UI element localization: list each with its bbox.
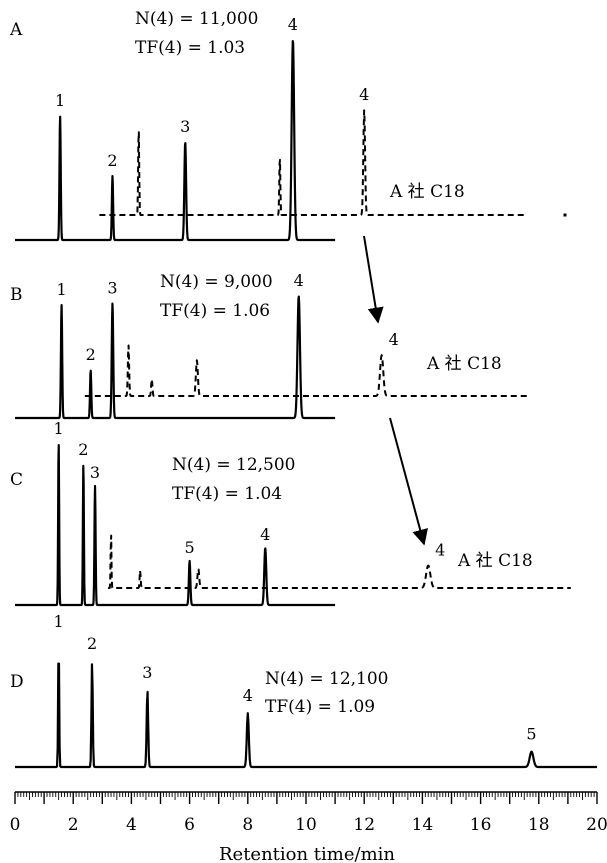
peak-label-a-3: 3 bbox=[180, 117, 190, 136]
tf-annotation-c: TF(4) = 1.04 bbox=[172, 484, 282, 504]
dashed-trace-a bbox=[98, 109, 528, 216]
peak-label-d-2: 2 bbox=[87, 634, 97, 653]
peak-label-b-2: 2 bbox=[86, 345, 96, 364]
peak-label-c-2: 2 bbox=[78, 440, 88, 459]
x-tick-label-4: 4 bbox=[126, 815, 137, 835]
column-label-a: A 社 C18 bbox=[389, 182, 465, 202]
x-tick-label-12: 12 bbox=[353, 815, 375, 835]
x-tick-label-0: 0 bbox=[10, 815, 21, 835]
panel-label-c: C bbox=[10, 470, 23, 490]
peak-label-c-3: 3 bbox=[90, 463, 100, 482]
peak-label-c-1: 1 bbox=[54, 419, 64, 438]
peak-label-b-1: 1 bbox=[56, 280, 66, 299]
dashed-peak-label-a-3: 4 bbox=[359, 85, 369, 104]
solid-trace-d bbox=[14, 662, 598, 769]
x-tick-label-8: 8 bbox=[242, 815, 253, 835]
panel-label-b: B bbox=[10, 285, 23, 305]
x-axis-title: Retention time/min bbox=[219, 844, 395, 863]
x-tick-label-10: 10 bbox=[295, 815, 317, 835]
dashed-peak-label-c-4: 4 bbox=[435, 541, 445, 560]
dashed-trace-end-dot bbox=[563, 213, 567, 217]
peak-label-b-3: 3 bbox=[107, 278, 117, 297]
peak-label-c-5: 4 bbox=[260, 525, 270, 544]
column-label-c: A 社 C18 bbox=[457, 551, 533, 571]
peak-label-d-5: 5 bbox=[526, 725, 536, 744]
solid-trace-c bbox=[14, 444, 336, 607]
n-annotation-c: N(4) = 12,500 bbox=[172, 455, 296, 475]
panel-label-a: A bbox=[9, 20, 23, 40]
solid-trace-b bbox=[14, 295, 336, 420]
peak-label-a-1: 1 bbox=[55, 91, 65, 110]
tf-annotation-a: TF(4) = 1.03 bbox=[135, 38, 245, 58]
n-annotation-a: N(4) = 11,000 bbox=[135, 9, 259, 29]
column-label-b: A 社 C18 bbox=[426, 354, 502, 374]
x-tick-label-6: 6 bbox=[184, 815, 195, 835]
peak-label-d-4: 4 bbox=[243, 686, 253, 705]
shift-arrow-b-to-c bbox=[389, 417, 428, 546]
shift-arrow-a-to-b bbox=[363, 235, 384, 324]
n-annotation-d: N(4) = 12,100 bbox=[265, 669, 389, 689]
dashed-trace-c bbox=[107, 534, 572, 589]
dashed-peak-label-b-4: 4 bbox=[389, 330, 399, 349]
x-tick-label-16: 16 bbox=[470, 815, 492, 835]
peak-label-d-3: 3 bbox=[142, 663, 152, 682]
tf-annotation-b: TF(4) = 1.06 bbox=[160, 301, 270, 321]
dashed-trace-b bbox=[84, 344, 528, 397]
peak-label-d-1: 1 bbox=[54, 612, 64, 631]
x-tick-label-2: 2 bbox=[68, 815, 79, 835]
peak-label-c-4: 5 bbox=[185, 538, 195, 557]
x-tick-label-18: 18 bbox=[528, 815, 550, 835]
tf-annotation-d: TF(4) = 1.09 bbox=[265, 697, 375, 717]
x-tick-label-14: 14 bbox=[412, 815, 434, 835]
peak-label-a-2: 2 bbox=[107, 151, 117, 170]
peak-label-a-4: 4 bbox=[288, 15, 298, 34]
peak-label-b-4: 4 bbox=[294, 271, 304, 290]
solid-trace-a bbox=[14, 39, 336, 242]
panel-label-d: D bbox=[10, 672, 24, 692]
n-annotation-b: N(4) = 9,000 bbox=[160, 272, 273, 292]
x-tick-label-20: 20 bbox=[586, 815, 607, 835]
